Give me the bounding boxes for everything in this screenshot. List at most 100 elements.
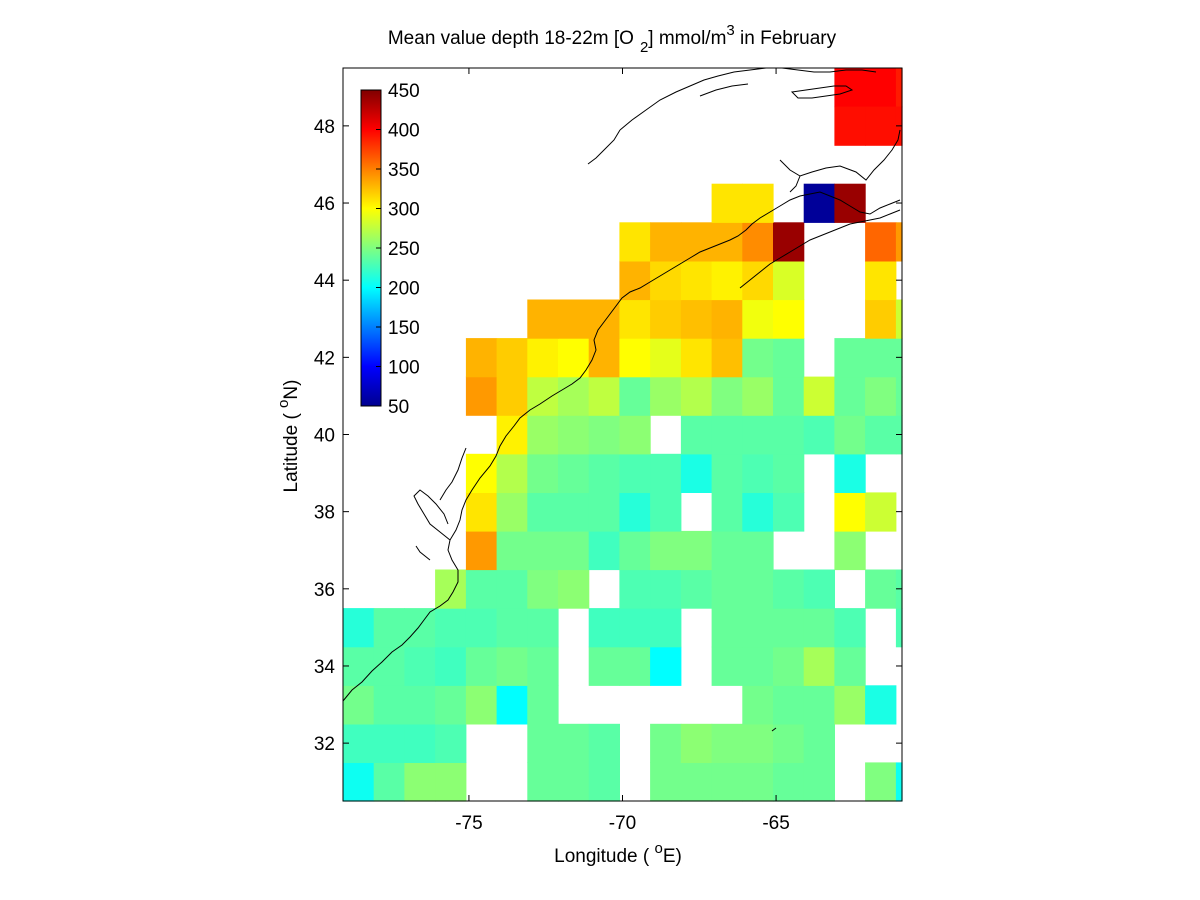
heatmap-cell	[588, 492, 620, 532]
heatmap-cell	[650, 338, 682, 378]
heatmap-cell	[680, 762, 713, 802]
heatmap-cell	[435, 723, 467, 763]
y-tick-label: 48	[314, 117, 335, 138]
heatmap-cell	[803, 183, 835, 223]
heatmap-cell	[650, 453, 682, 493]
heatmap-cell	[803, 723, 835, 763]
heatmap-cell	[865, 299, 897, 339]
y-axis-label-suffix: N)	[281, 380, 302, 400]
colorbar: 50 100 150 200 250 300 350 400 450	[360, 81, 420, 418]
heatmap-cell	[465, 338, 498, 378]
heatmap-cell	[895, 376, 903, 416]
title-subscript: 2	[640, 39, 648, 56]
heatmap-cell	[435, 608, 467, 648]
heatmap-cell	[373, 608, 405, 648]
heatmap-cell	[373, 762, 405, 802]
heatmap-cell	[895, 222, 903, 262]
heatmap-cell	[619, 415, 651, 455]
title-superscript: 3	[726, 22, 734, 39]
heatmap-cell	[773, 299, 805, 339]
coastline-bermuda	[771, 727, 777, 732]
heatmap-cell	[619, 492, 651, 532]
heatmap-cell	[496, 338, 528, 378]
coastline	[342, 67, 901, 732]
heatmap-cell	[650, 299, 682, 339]
y-tick-label: 34	[314, 657, 336, 678]
heatmap-cell	[650, 569, 682, 609]
heatmap-cell	[865, 415, 897, 455]
heatmap-cell	[834, 106, 866, 146]
y-axis-label-prefix: Latitude (	[281, 408, 302, 493]
heatmap-cell	[650, 530, 682, 571]
heatmap-cell	[527, 762, 559, 802]
heatmap-cell	[527, 646, 559, 686]
heatmap-cell	[588, 530, 620, 571]
x-tick-label: -70	[609, 813, 636, 834]
heatmap-cell	[527, 723, 559, 763]
heatmap-cell	[773, 260, 805, 301]
heatmap-cell	[834, 183, 866, 223]
heatmap-cell	[527, 608, 559, 648]
x-axis-label-degree: o	[655, 840, 663, 857]
heatmap-cell	[773, 222, 805, 262]
heatmap-cell	[773, 415, 805, 455]
heatmap-cell	[650, 260, 682, 301]
heatmap-cell	[742, 723, 774, 763]
heatmap-cell	[711, 569, 743, 609]
heatmap-cell	[680, 453, 713, 493]
heatmap-cell	[803, 762, 835, 802]
heatmap-cell	[558, 530, 590, 571]
colorbar-tick-label: 200	[388, 279, 420, 300]
heatmap-cell	[588, 299, 620, 339]
heatmap-cell	[619, 222, 651, 262]
heatmap-cell	[650, 492, 682, 532]
heatmap-cell	[742, 338, 774, 378]
colorbar-tick-label: 350	[388, 160, 420, 181]
heatmap-cell	[558, 569, 590, 609]
y-tick-label: 40	[314, 426, 335, 447]
heatmap-cell	[742, 492, 774, 532]
heatmap-cell	[496, 376, 528, 416]
heatmap-cell	[742, 260, 774, 301]
heatmap-cell	[588, 376, 620, 416]
heatmap-cell	[619, 569, 651, 609]
heatmap-cell	[558, 492, 590, 532]
colorbar-tick-label: 50	[388, 397, 409, 418]
y-axis-ticks: 32 34 36 38 40 42 44 46 48	[314, 117, 902, 755]
heatmap-cell	[588, 608, 620, 648]
colorbar-tick-label: 100	[388, 358, 420, 379]
x-axis-ticks: -75 -70 -65	[455, 68, 790, 834]
heatmap-cell	[343, 608, 375, 648]
chart-title: Mean value depth 18-22m [O 2] mmol/m3 in …	[388, 22, 837, 56]
heatmap-cell	[803, 376, 835, 416]
heatmap-cell	[865, 492, 897, 532]
heatmap-cell	[650, 222, 682, 262]
heatmap-cell	[895, 762, 903, 802]
heatmap-cell	[834, 376, 866, 416]
heatmap-cell	[404, 723, 436, 763]
heatmap-cell	[527, 530, 559, 571]
coastline-us-east	[342, 191, 901, 702]
heatmap-cell	[773, 646, 805, 686]
heatmap-cell	[588, 453, 620, 493]
heatmap-cell	[558, 415, 590, 455]
heatmap-cell	[619, 530, 651, 571]
heatmap-cell	[496, 646, 528, 686]
heatmap-cell	[773, 453, 805, 493]
title-middle: ] mmol/m	[648, 28, 726, 49]
heatmap-cell	[711, 183, 743, 223]
heatmap-cell	[465, 608, 498, 648]
heatmap-cell	[773, 685, 805, 725]
heatmap-cell	[803, 415, 835, 455]
heatmap-cell	[680, 299, 713, 339]
heatmap-cell	[373, 646, 405, 686]
x-tick-label: -65	[762, 813, 789, 834]
heatmap-cell	[834, 492, 866, 532]
heatmap-cell	[496, 608, 528, 648]
x-axis-label-prefix: Longitude (	[554, 846, 654, 867]
heatmap-cell	[435, 569, 467, 609]
heatmap-cell	[711, 299, 743, 339]
heatmap-cell	[742, 685, 774, 725]
heatmap-cell	[742, 453, 774, 493]
heatmap-cell	[680, 530, 713, 571]
